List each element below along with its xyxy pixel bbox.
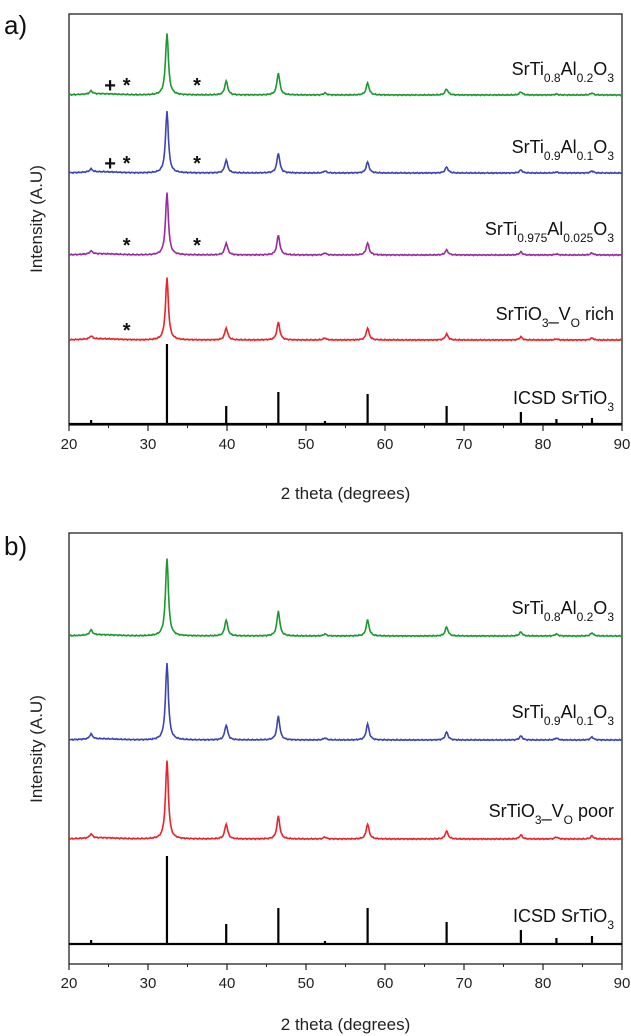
x-tick-label: 80 [535,975,552,992]
panel-label: a) [4,10,27,40]
impurity-marker: * [193,75,201,97]
x-tick-label: 90 [614,975,631,992]
series-line [68,33,623,97]
series-label: SrTi0.975Al0.025O3 [485,219,614,245]
impurity-marker: * [123,320,131,342]
panel-a: a) 20 30 40 50 60 70 80 90 2 theta (degrees) Inten… [4,10,630,503]
impurity-marker: * [123,235,131,257]
x-tick-label: 90 [614,436,631,453]
impurity-marker: + [104,75,116,97]
series-line [68,277,623,342]
impurity-marker: + [104,153,116,175]
impurity-marker: * [193,153,201,175]
x-tick-label: 50 [298,975,315,992]
series-label: ICSD SrTiO3 [513,906,614,932]
series-line [68,192,623,257]
impurity-marker: * [123,75,131,97]
series-line [69,344,622,426]
panel-label: b) [4,531,27,561]
series-line [68,558,623,638]
series-label: SrTi0.9Al0.1O3 [512,137,615,163]
x-tick-label: 20 [61,975,78,992]
series-label: SrTi0.9Al0.1O3 [512,702,615,728]
series-line [69,856,622,946]
series-label: ICSD SrTiO3 [513,388,614,414]
series-line [68,760,623,841]
x-tick-label: 50 [298,436,315,453]
x-tick-label: 20 [61,436,78,453]
series-label: SrTi0.8Al0.2O3 [512,598,615,624]
series-line [68,111,623,175]
x-tick-label: 60 [377,975,394,992]
series-label: SrTi0.8Al0.2O3 [512,59,615,85]
impurity-marker: * [123,153,131,175]
series-label: SrTiO3_VO rich [496,304,614,330]
x-tick-label: 70 [456,975,473,992]
x-tick-label: 40 [219,975,236,992]
x-axis-title: 2 theta (degrees) [281,1015,410,1034]
y-axis-title: Intensity (A.U) [27,165,46,273]
x-tick-label: 40 [219,436,236,453]
x-tick-label: 60 [377,436,394,453]
panel-b: b) 20 30 40 50 60 70 80 90 2 theta (degrees) Inten… [4,531,630,1034]
x-axis-title: 2 theta (degrees) [281,484,410,503]
x-tick-label: 70 [456,436,473,453]
x-tick-label: 80 [535,436,552,453]
y-axis-title: Intensity (A.U) [27,695,46,803]
series-label: SrTiO3_VO poor [489,801,614,827]
impurity-marker: * [193,235,201,257]
x-tick-label: 30 [140,436,157,453]
series-line [68,663,623,742]
x-tick-label: 30 [140,975,157,992]
